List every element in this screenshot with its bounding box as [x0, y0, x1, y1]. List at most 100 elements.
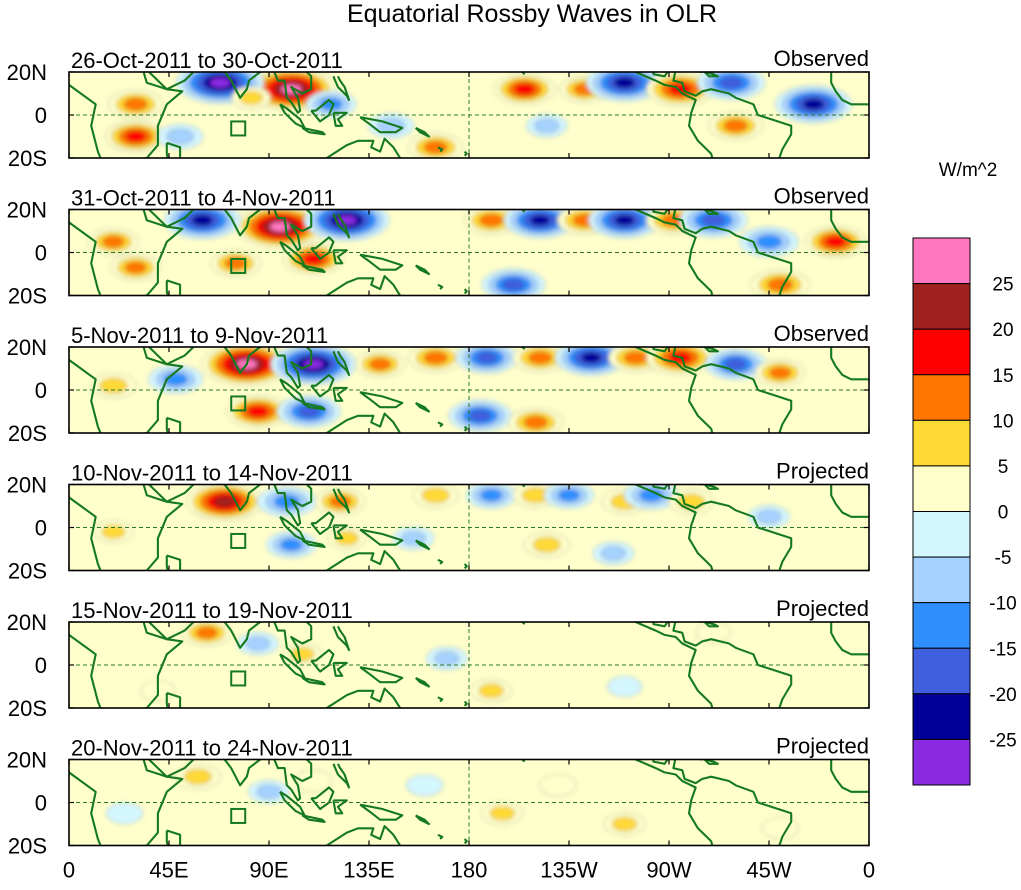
anomaly-contour — [528, 351, 553, 365]
anomaly-contour — [534, 118, 560, 134]
coastline — [633, 759, 714, 846]
panel-1: 20N 0 20S 26-Oct-2011 to 30-Oct-2011 Observe… — [7, 46, 870, 171]
coastline — [165, 692, 182, 708]
anomaly-contour — [213, 496, 236, 508]
coastline — [332, 763, 351, 789]
anomaly-contours — [105, 763, 799, 840]
coastline — [336, 199, 340, 205]
anomaly-contour — [105, 802, 144, 825]
x-tick-label: 90E — [249, 858, 288, 883]
x-tick-label: 0 — [63, 858, 75, 883]
coastline — [223, 72, 313, 114]
colorbar-swatch — [912, 556, 971, 604]
colorbar-label: -20 — [989, 685, 1016, 706]
y-tick-label: 20S — [8, 146, 47, 171]
anomaly-contour — [469, 410, 491, 422]
y-tick-label: 20S — [8, 284, 47, 309]
colorbar-label: 5 — [998, 457, 1009, 478]
anomaly-contour — [256, 784, 282, 800]
coastline — [414, 814, 431, 826]
y-tick-label: 0 — [35, 241, 47, 266]
coastline — [336, 336, 340, 342]
y-tick-label: 20N — [7, 335, 47, 360]
coastline — [703, 759, 719, 765]
panel-plot-area — [69, 622, 869, 708]
coastline — [69, 759, 184, 846]
anomaly-contour — [369, 358, 392, 371]
colorbar-swatch — [912, 237, 971, 285]
anomaly-contour — [421, 487, 450, 504]
x-tick-label: 180 — [451, 858, 488, 883]
coastline — [652, 759, 793, 846]
y-tick-label: 0 — [35, 378, 47, 403]
coastline — [223, 622, 313, 664]
coastline — [830, 622, 869, 656]
colorbar-swatch — [912, 511, 971, 558]
colorbar-swatch — [912, 602, 971, 649]
x-tick-label: 90W — [646, 858, 691, 883]
colorbar-label: -5 — [995, 548, 1012, 569]
panel-status: Projected — [776, 596, 869, 621]
coastline — [142, 622, 196, 641]
anomaly-contour — [611, 816, 638, 832]
colorbar-swatch — [912, 328, 971, 376]
anomaly-contour — [125, 130, 147, 143]
coastline — [652, 209, 793, 296]
coastline — [437, 558, 444, 565]
coastline — [142, 759, 196, 778]
panel-plot-area — [69, 484, 869, 571]
coastline — [301, 539, 326, 548]
anomaly-contour — [600, 545, 627, 561]
anomaly-contour — [209, 77, 231, 88]
coastline — [310, 648, 335, 673]
anomaly-contour — [701, 214, 726, 227]
anomaly-contour — [719, 76, 743, 89]
colorbar-units: W/m^2 — [939, 160, 998, 181]
panel-period: 5-Nov-2011 to 9-Nov-2011 — [71, 323, 328, 348]
anomaly-contour — [767, 277, 794, 292]
anomaly-contour — [479, 213, 504, 227]
y-tick-label: 20N — [7, 473, 47, 498]
coastline — [223, 759, 313, 802]
coastline — [437, 146, 444, 153]
y-tick-label: 0 — [35, 516, 47, 541]
colorbar-label: 0 — [998, 503, 1009, 524]
x-axis: 0 45E 90E 135E 180 135W 90W 45W 0 — [63, 858, 875, 883]
anomaly-contour — [269, 221, 291, 232]
coastline — [310, 373, 335, 398]
coastline — [703, 622, 719, 628]
coastline — [165, 554, 182, 571]
panel-plot-area — [69, 72, 869, 158]
panel-period: 20-Nov-2011 to 24-Nov-2011 — [71, 736, 353, 761]
coastline — [520, 484, 526, 488]
anomaly-contour — [761, 817, 799, 840]
reference-box — [230, 532, 247, 549]
coastline — [359, 803, 404, 821]
coastline — [830, 484, 869, 518]
anomaly-contour — [478, 683, 504, 699]
coastline — [463, 700, 468, 707]
coastlines — [69, 759, 869, 846]
colorbar-label: 10 — [992, 411, 1013, 432]
anomaly-contour — [101, 524, 126, 539]
anomaly-contour — [802, 98, 825, 110]
anomaly-contour — [434, 651, 460, 666]
coastline — [165, 829, 182, 846]
coastline — [223, 347, 313, 389]
coastline — [332, 350, 351, 376]
anomaly-contour — [191, 214, 214, 226]
anomaly-contour — [756, 509, 782, 525]
coastline — [165, 279, 182, 296]
coastline — [463, 838, 468, 845]
coastline — [694, 209, 704, 211]
coastline — [652, 484, 793, 571]
y-tick-label: 20S — [8, 559, 47, 584]
coastline — [332, 386, 348, 402]
coastline — [633, 209, 714, 296]
coastline — [694, 347, 704, 349]
coastline — [310, 98, 335, 123]
anomaly-contour — [581, 352, 602, 363]
anomaly-contour — [723, 119, 748, 133]
panel-plot-area — [69, 336, 869, 433]
coastline — [301, 676, 326, 686]
